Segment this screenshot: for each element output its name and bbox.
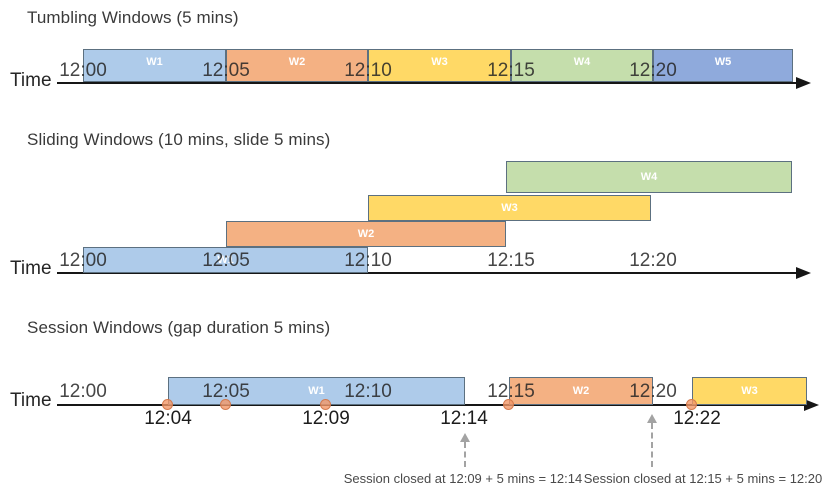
session-tick-1205: 12:05 [202, 381, 250, 402]
session-tick-1220: 12:20 [629, 381, 677, 402]
dashed-arrow-shaft [464, 442, 466, 467]
sliding-tick-1215: 12:15 [487, 250, 535, 271]
tumbling-section-title: Tumbling Windows (5 mins) [27, 8, 239, 27]
session-event-label-1222: 12:22 [673, 408, 721, 429]
session-event-label-1204: 12:04 [144, 408, 192, 429]
session-time-axis-label: Time [10, 390, 52, 411]
window-label: W3 [741, 385, 758, 397]
window-label: W2 [572, 385, 590, 397]
session-tick-1200: 12:00 [59, 381, 107, 402]
session-tick-1215: 12:15 [487, 381, 535, 402]
tumbling-window-w1: W1 [83, 49, 226, 82]
window-label: W4 [573, 56, 591, 68]
tumbling-tick-1210: 12:10 [344, 60, 392, 81]
window-label: W4 [640, 171, 658, 183]
session-closed-annotation-1: Session closed at 12:09 + 5 mins = 12:14 [343, 471, 583, 486]
window-label: W3 [431, 56, 448, 68]
tumbling-time-axis [57, 82, 797, 84]
tumbling-window-w4: W4 [511, 49, 653, 82]
session-window-w2: W2 [509, 377, 653, 405]
window-label: W1 [308, 385, 325, 397]
window-label: W2 [357, 228, 375, 240]
session-section-title: Session Windows (gap duration 5 mins) [27, 318, 331, 337]
sliding-time-axis [57, 272, 797, 274]
event-dot [320, 399, 331, 410]
session-event-label-1214: 12:14 [440, 408, 488, 429]
sliding-window-w1: W1 [83, 247, 368, 273]
tumbling-axis-arrow-icon [796, 77, 811, 89]
sliding-window-w2: W2 [226, 221, 506, 247]
sliding-window-w3: W3 [368, 195, 651, 221]
sliding-time-axis-label: Time [10, 258, 52, 279]
tumbling-window-w3: W3 [368, 49, 511, 82]
event-dot [162, 399, 173, 410]
event-dot [503, 399, 514, 410]
event-dot [686, 399, 697, 410]
window-label: W2 [288, 56, 306, 68]
up-arrow-icon [460, 433, 470, 442]
tumbling-time-axis-label: Time [10, 70, 52, 91]
session-axis-arrow-icon [804, 399, 819, 411]
window-label: W3 [501, 202, 518, 214]
sliding-tick-1220: 12:20 [629, 250, 677, 271]
tumbling-tick-1215: 12:15 [487, 60, 535, 81]
window-label: W1 [146, 56, 163, 68]
tumbling-tick-1205: 12:05 [202, 60, 250, 81]
tumbling-tick-1220: 12:20 [629, 60, 677, 81]
sliding-axis-arrow-icon [796, 267, 811, 279]
tumbling-window-w5: W5 [653, 49, 793, 82]
event-dot [220, 399, 231, 410]
window-label: W1 [217, 254, 234, 266]
dashed-arrow-shaft [651, 423, 653, 467]
session-window-w3: W3 [692, 377, 807, 405]
session-tick-1210: 12:10 [344, 381, 392, 402]
sliding-window-w4: W4 [506, 161, 792, 193]
sliding-tick-1205: 12:05 [202, 250, 250, 271]
tumbling-window-w2: W2 [226, 49, 368, 82]
window-label: W5 [714, 56, 732, 68]
session-window-w1: W1 [168, 377, 465, 405]
up-arrow-icon [647, 414, 657, 423]
sliding-section-title: Sliding Windows (10 mins, slide 5 mins) [27, 130, 331, 149]
sliding-tick-1200: 12:00 [59, 250, 107, 271]
sliding-tick-1210: 12:10 [344, 250, 392, 271]
session-closed-annotation-2: Session closed at 12:15 + 5 mins = 12:20 [583, 471, 823, 486]
tumbling-tick-1200: 12:00 [59, 60, 107, 81]
session-event-label-1209: 12:09 [302, 408, 350, 429]
session-time-axis [57, 404, 805, 406]
